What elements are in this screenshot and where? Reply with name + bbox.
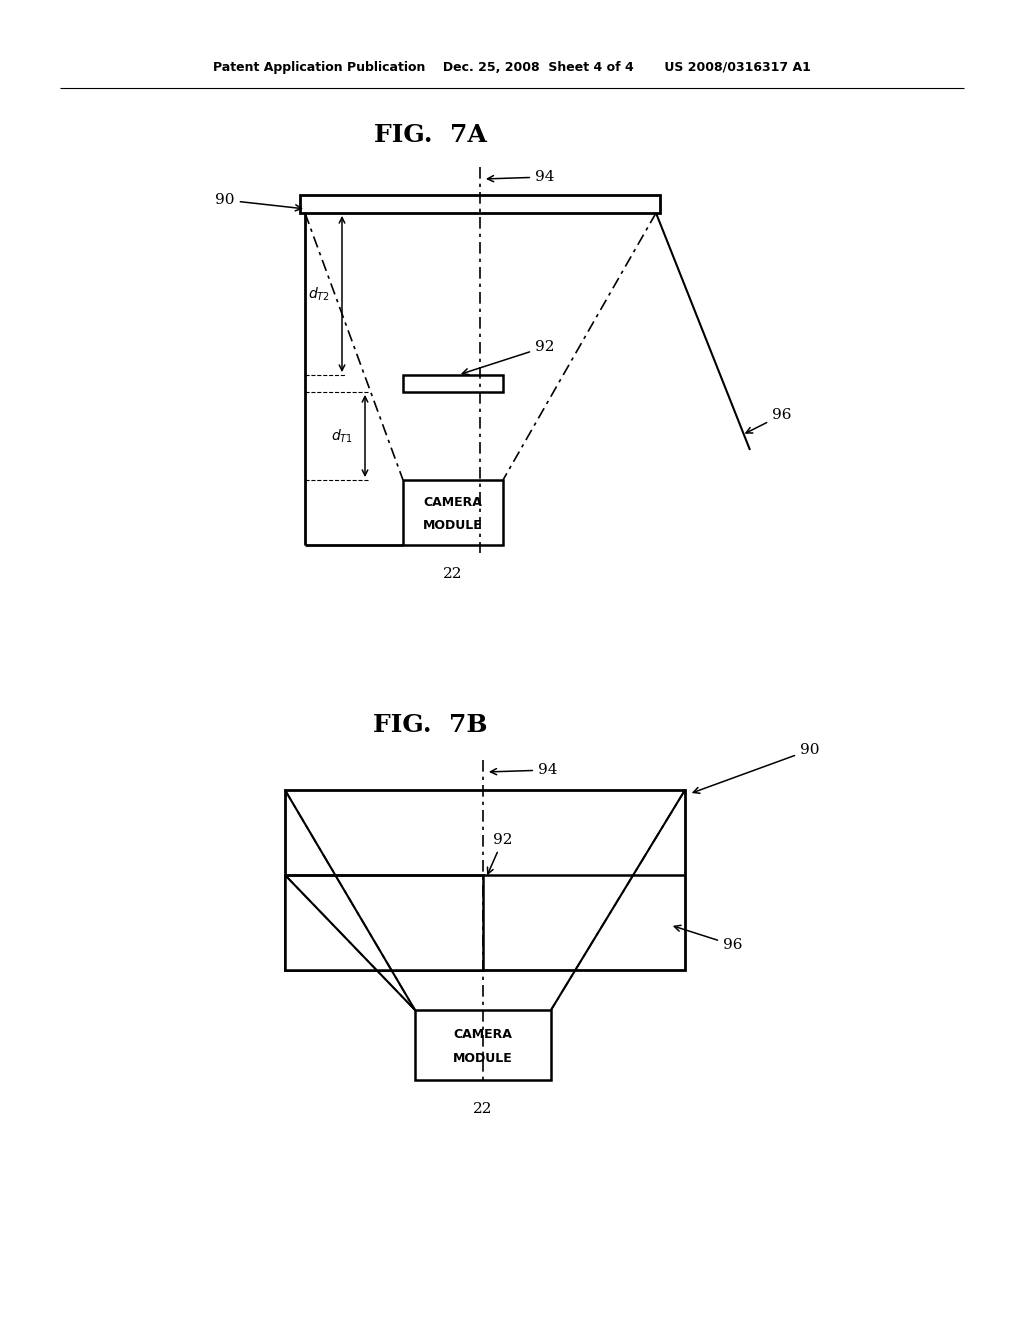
Text: 90: 90 xyxy=(215,193,301,211)
Bar xyxy=(403,375,503,392)
Bar xyxy=(415,1010,551,1080)
Text: 90: 90 xyxy=(693,743,819,793)
Text: $d_{T2}$: $d_{T2}$ xyxy=(308,285,330,302)
Text: Patent Application Publication    Dec. 25, 2008  Sheet 4 of 4       US 2008/0316: Patent Application Publication Dec. 25, … xyxy=(213,61,811,74)
Text: 96: 96 xyxy=(746,408,792,433)
Text: FIG.  7B: FIG. 7B xyxy=(373,713,487,737)
Text: CAMERA: CAMERA xyxy=(424,496,482,510)
Text: 92: 92 xyxy=(487,833,512,874)
Bar xyxy=(403,480,503,545)
Text: 92: 92 xyxy=(462,341,555,375)
Text: 22: 22 xyxy=(443,568,463,581)
Text: 94: 94 xyxy=(490,763,557,777)
Text: CAMERA: CAMERA xyxy=(454,1028,512,1041)
Text: 94: 94 xyxy=(487,170,555,183)
Bar xyxy=(300,195,660,213)
Text: MODULE: MODULE xyxy=(423,519,483,532)
Bar xyxy=(285,875,483,970)
Text: FIG.  7A: FIG. 7A xyxy=(374,123,486,147)
Text: 22: 22 xyxy=(473,1102,493,1115)
Text: $d_{T1}$: $d_{T1}$ xyxy=(331,428,353,445)
Bar xyxy=(285,789,685,970)
Text: MODULE: MODULE xyxy=(454,1052,513,1065)
Text: 96: 96 xyxy=(674,925,742,952)
